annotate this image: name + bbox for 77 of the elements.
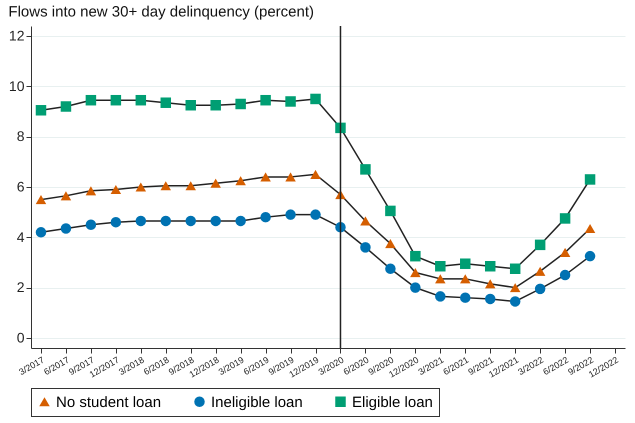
point <box>136 94 146 106</box>
point <box>110 184 122 194</box>
point <box>110 94 122 106</box>
point <box>584 174 596 185</box>
point <box>410 282 421 293</box>
point <box>385 239 396 248</box>
point <box>86 220 96 230</box>
point <box>560 213 570 224</box>
y-tick-label: 2 <box>16 279 25 296</box>
point <box>136 182 146 192</box>
point <box>310 209 321 220</box>
point <box>36 105 46 116</box>
point <box>260 94 271 106</box>
point <box>210 216 221 226</box>
point <box>385 264 396 274</box>
point <box>260 172 271 182</box>
point <box>285 172 296 182</box>
point <box>460 274 471 284</box>
y-tick-label: 12 <box>8 28 25 44</box>
point <box>285 209 296 220</box>
legend-label: Ineligible loan <box>211 394 303 411</box>
point <box>410 268 421 278</box>
point <box>560 248 570 257</box>
point <box>510 283 520 292</box>
point <box>185 100 196 110</box>
point <box>484 279 496 288</box>
point <box>484 294 496 304</box>
point <box>160 216 172 226</box>
point <box>260 212 271 222</box>
point <box>60 101 72 112</box>
point <box>60 223 72 234</box>
point <box>36 195 46 204</box>
point <box>235 176 246 186</box>
point <box>310 170 321 179</box>
point <box>435 261 446 272</box>
point <box>534 284 546 294</box>
point <box>136 216 146 226</box>
point <box>510 264 520 274</box>
legend-label: Eligible loan <box>352 394 433 411</box>
point <box>510 296 520 307</box>
point <box>360 242 371 253</box>
chart-title: Flows into new 30+ day delinquency (percent) <box>8 3 314 20</box>
point <box>460 258 471 269</box>
point <box>435 274 446 284</box>
y-tick-label: 6 <box>16 178 25 194</box>
point <box>360 164 371 175</box>
point <box>460 292 471 303</box>
y-tick-label: 0 <box>16 329 25 346</box>
point <box>60 191 72 200</box>
point <box>210 178 221 188</box>
y-tick-label: 4 <box>16 228 25 245</box>
point <box>86 94 96 106</box>
point <box>385 206 396 216</box>
point <box>160 97 172 108</box>
point <box>560 270 570 280</box>
point <box>435 291 446 302</box>
point <box>360 216 371 226</box>
point <box>534 266 546 276</box>
point <box>160 181 172 190</box>
point <box>410 250 421 262</box>
point <box>235 216 246 226</box>
point <box>110 216 122 228</box>
point <box>285 96 296 107</box>
point <box>310 94 321 104</box>
point <box>584 224 596 234</box>
point <box>36 227 46 238</box>
point <box>484 261 496 272</box>
point <box>210 100 221 110</box>
point <box>584 250 596 262</box>
point <box>185 181 196 190</box>
point <box>534 240 546 250</box>
point <box>185 216 196 226</box>
point <box>235 98 246 110</box>
point <box>86 186 96 196</box>
legend-label: No student loan <box>56 394 162 411</box>
y-tick-label: 8 <box>16 128 25 144</box>
y-tick-label: 10 <box>8 78 25 94</box>
